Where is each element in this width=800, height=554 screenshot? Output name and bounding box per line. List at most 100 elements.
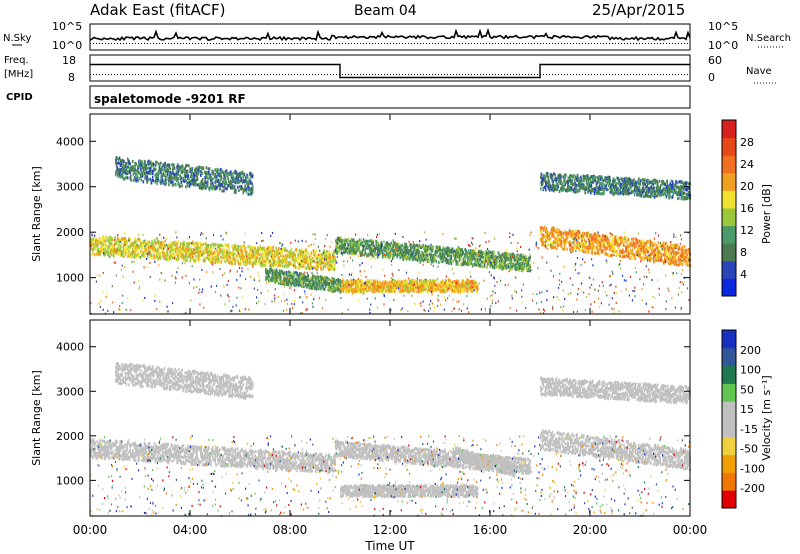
heat-cell <box>306 258 309 262</box>
heat-cell <box>341 246 343 250</box>
nsearch-point <box>537 43 538 44</box>
heat-cell <box>373 251 376 255</box>
heat-cell <box>424 254 426 258</box>
heat-cell <box>295 266 297 269</box>
nave-point <box>540 74 541 75</box>
heat-cell <box>368 288 370 292</box>
heat-cell <box>371 252 373 256</box>
heat-cell <box>454 252 456 256</box>
heat-cell <box>121 237 124 241</box>
heat-cell <box>96 240 99 243</box>
heat-cell <box>215 259 217 263</box>
nsearch-point <box>564 43 565 44</box>
heat-cell <box>236 244 238 248</box>
nsearch-point <box>576 43 577 44</box>
heat-cell <box>466 251 468 255</box>
nsearch-point <box>231 43 232 44</box>
heat-cell <box>329 256 331 260</box>
heat-cell <box>301 265 303 269</box>
heat-cell <box>408 257 411 261</box>
nsearch-point <box>375 43 376 44</box>
heat-cell <box>241 258 243 262</box>
heat-cell <box>296 255 299 259</box>
heat-cell <box>526 257 528 261</box>
heat-cell <box>120 245 122 249</box>
heat-cell <box>210 248 213 252</box>
heat-cell <box>122 250 125 254</box>
heat-cell <box>636 239 639 243</box>
heat-cell <box>221 244 223 248</box>
heat-cell <box>460 256 462 260</box>
nsearch-point <box>468 43 469 44</box>
nave-point <box>642 74 643 75</box>
heat-cell <box>114 239 116 243</box>
heat-cell <box>529 263 531 267</box>
heat-cell <box>188 247 190 251</box>
heat-cell <box>575 234 578 238</box>
nsearch-point <box>462 43 463 44</box>
heat-cell <box>206 253 209 257</box>
heat-cell <box>303 262 305 266</box>
heat-cell <box>92 237 95 241</box>
heat-cell <box>151 240 153 244</box>
heat-cell <box>414 288 416 292</box>
nsky-right-tick-top: 10^5 <box>708 20 738 33</box>
heat-cell <box>236 253 239 257</box>
heat-cell <box>423 253 425 257</box>
heat-cell <box>199 248 201 251</box>
heat-cell <box>131 252 134 256</box>
heat-cell <box>297 253 300 257</box>
heat-cell <box>125 247 128 251</box>
heat-cell <box>349 243 351 247</box>
heat-cell <box>441 248 444 252</box>
nave-point <box>147 74 148 75</box>
heat-cell <box>321 253 323 257</box>
heat-cell <box>126 242 128 246</box>
nsearch-point <box>186 43 187 44</box>
heat-cell <box>628 237 630 241</box>
heat-cell <box>631 248 634 252</box>
heat-cell <box>278 258 281 262</box>
heat-cell <box>396 255 398 259</box>
heat-cell <box>176 242 178 246</box>
heat-cell <box>317 264 320 268</box>
heat-cell <box>417 253 420 257</box>
heat-cell <box>471 252 473 256</box>
nsearch-point <box>222 43 223 44</box>
heat-cell <box>272 254 275 258</box>
heat-cell <box>156 255 158 259</box>
nsearch-point <box>267 43 268 44</box>
heat-cell <box>411 255 414 259</box>
heat-cell <box>466 259 469 263</box>
nsearch-point <box>390 43 391 44</box>
heat-cell <box>334 260 336 264</box>
nsearch-point <box>687 43 688 44</box>
heat-cell <box>433 255 436 259</box>
heat-cell <box>151 248 153 252</box>
nsearch-point <box>540 43 541 44</box>
heat-cell <box>314 261 316 265</box>
heat-cell <box>338 240 341 244</box>
heat-cell <box>133 241 136 245</box>
heat-cell <box>416 290 418 294</box>
heat-cell <box>195 250 198 254</box>
heat-cell <box>385 255 387 259</box>
heat-cell <box>254 261 256 265</box>
heat-cell <box>280 249 282 253</box>
nsearch-point <box>579 43 580 44</box>
heat-cell <box>324 265 326 269</box>
nave-point <box>426 74 427 75</box>
heat-cell <box>92 250 95 254</box>
nave-point <box>477 74 478 75</box>
heat-cell <box>264 255 266 259</box>
heat-cell <box>430 257 432 261</box>
power-cells <box>90 156 691 315</box>
heat-cell <box>216 247 219 251</box>
heat-cell <box>219 250 221 254</box>
heat-cell <box>311 259 314 263</box>
nsearch-point <box>402 43 403 44</box>
heat-cell <box>400 251 402 255</box>
heat-cell <box>376 251 379 255</box>
heat-cell <box>376 247 378 250</box>
heat-cell <box>657 241 660 245</box>
